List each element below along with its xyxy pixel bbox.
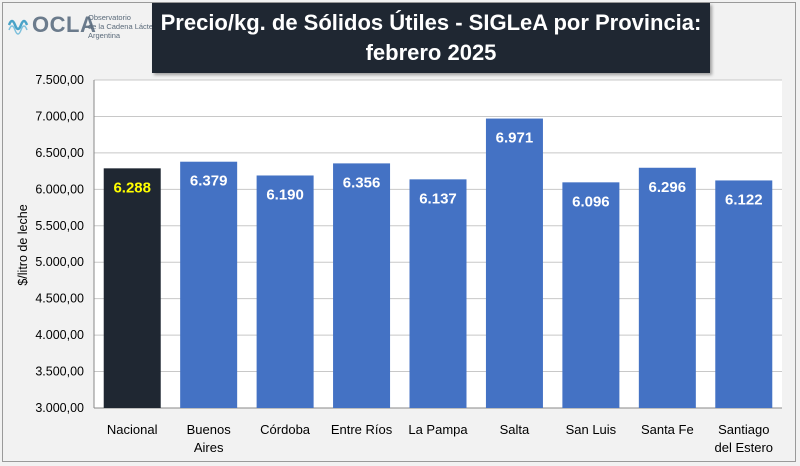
y-tick-label: 3.500,00 xyxy=(35,365,84,379)
bar-value-label: 6.137 xyxy=(419,190,457,207)
x-tick-label: Salta xyxy=(500,422,530,437)
bar-value-label: 6.356 xyxy=(343,174,381,191)
x-tick-label: Buenos xyxy=(187,422,232,437)
bar xyxy=(638,167,696,408)
bar xyxy=(485,118,543,408)
x-tick-label: La Pampa xyxy=(408,422,468,437)
x-tick-label: Aires xyxy=(194,440,224,455)
logo-sub-line: de la Cadena Láctea xyxy=(88,22,158,31)
logo-subtitle: Observatorio de la Cadena Láctea Argenti… xyxy=(88,13,157,40)
chart-title-line-2: febrero 2025 xyxy=(365,40,497,65)
x-tick-label: Santiago xyxy=(718,422,769,437)
y-tick-label: 3.000,00 xyxy=(35,401,84,415)
chart-title-line-1: Precio/kg. de Sólidos Útiles - SIGLeA po… xyxy=(160,10,702,35)
bar-value-label: 6.190 xyxy=(266,186,304,203)
bar-value-label: 6.096 xyxy=(572,193,610,210)
x-tick-label: Nacional xyxy=(107,422,158,437)
y-tick-label: 5.500,00 xyxy=(35,219,84,233)
bar-value-label: 6.379 xyxy=(190,173,228,190)
x-tick-label: Córdoba xyxy=(260,422,311,437)
bar xyxy=(409,179,467,408)
chart-title: Precio/kg. de Sólidos Útiles - SIGLeA po… xyxy=(152,3,710,73)
ocla-logo: OCLA Observatorio de la Cadena Láctea Ar… xyxy=(8,10,158,50)
bar-value-label: 6.122 xyxy=(725,191,763,208)
y-tick-label: 5.000,00 xyxy=(35,255,84,269)
y-tick-label: 6.500,00 xyxy=(35,146,84,160)
y-axis-label: $/litro de leche xyxy=(16,204,30,285)
bar xyxy=(103,168,161,408)
x-tick-label: Entre Ríos xyxy=(331,422,393,437)
y-tick-label: 4.000,00 xyxy=(35,328,84,342)
bar-value-label: 6.288 xyxy=(113,179,151,196)
logo-wordmark: OCLA xyxy=(32,12,97,37)
bar xyxy=(256,175,314,408)
wave-icon xyxy=(8,19,29,35)
x-tick-label: del Estero xyxy=(715,440,774,455)
x-tick-label: San Luis xyxy=(566,422,617,437)
bar xyxy=(180,161,238,408)
bar-value-label: 6.971 xyxy=(496,130,534,147)
bar xyxy=(562,182,620,408)
bar xyxy=(715,180,773,408)
bar xyxy=(333,163,391,408)
y-tick-label: 7.500,00 xyxy=(35,73,84,87)
logo-sub-line: Argentina xyxy=(88,31,121,40)
x-tick-label: Santa Fe xyxy=(641,422,694,437)
y-tick-label: 4.500,00 xyxy=(35,292,84,306)
y-tick-label: 6.000,00 xyxy=(35,182,84,196)
logo-sub-line: Observatorio xyxy=(88,13,131,22)
y-tick-label: 7.000,00 xyxy=(35,109,84,123)
bar-value-label: 6.296 xyxy=(649,179,687,196)
